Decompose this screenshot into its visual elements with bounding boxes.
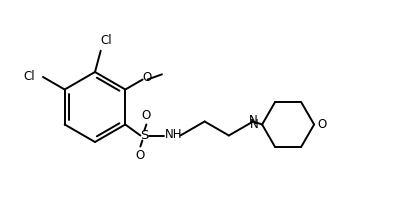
Text: Cl: Cl bbox=[23, 70, 35, 83]
Text: O: O bbox=[142, 71, 151, 84]
Text: N: N bbox=[250, 118, 259, 131]
Text: S: S bbox=[140, 129, 149, 142]
Text: O: O bbox=[317, 118, 326, 131]
Text: O: O bbox=[142, 109, 151, 122]
Text: O: O bbox=[136, 149, 145, 162]
Text: N: N bbox=[249, 114, 257, 127]
Text: NH: NH bbox=[164, 128, 182, 141]
Text: Cl: Cl bbox=[100, 34, 112, 47]
